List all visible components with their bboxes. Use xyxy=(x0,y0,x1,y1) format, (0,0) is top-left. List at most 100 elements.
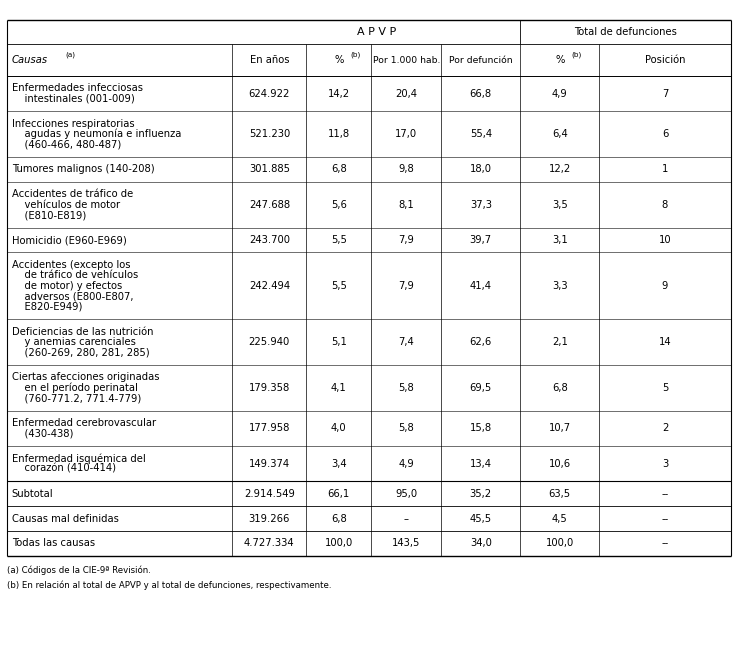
Text: 243.700: 243.700 xyxy=(249,235,290,245)
Text: 521.230: 521.230 xyxy=(249,129,290,139)
Text: agudas y neumonía e influenza: agudas y neumonía e influenza xyxy=(12,129,182,139)
Text: 624.922: 624.922 xyxy=(249,88,290,99)
Text: Enfermedad isquémica del: Enfermedad isquémica del xyxy=(12,453,145,464)
Text: 225.940: 225.940 xyxy=(249,337,290,347)
Text: 4,9: 4,9 xyxy=(552,88,568,99)
Text: (a): (a) xyxy=(65,52,75,58)
Text: Subtotal: Subtotal xyxy=(12,489,53,499)
Text: Causas: Causas xyxy=(12,55,48,65)
Text: 242.494: 242.494 xyxy=(249,281,290,291)
Text: Causas mal definidas: Causas mal definidas xyxy=(12,513,119,524)
Text: --: -- xyxy=(661,538,669,549)
Text: adversos (E800-E807,: adversos (E800-E807, xyxy=(12,291,134,301)
Text: 5,8: 5,8 xyxy=(399,423,414,434)
Text: 37,3: 37,3 xyxy=(470,199,492,210)
Text: 34,0: 34,0 xyxy=(470,538,492,549)
Text: 319.266: 319.266 xyxy=(249,513,290,524)
Text: E820-E949): E820-E949) xyxy=(12,301,82,312)
Text: Enfermedad cerebrovascular: Enfermedad cerebrovascular xyxy=(12,418,156,428)
Text: Total de defunciones: Total de defunciones xyxy=(574,27,677,37)
Text: 10: 10 xyxy=(658,235,672,245)
Text: –: – xyxy=(404,513,409,524)
Text: 17,0: 17,0 xyxy=(396,129,417,139)
Text: --: -- xyxy=(661,513,669,524)
Text: 2,1: 2,1 xyxy=(552,337,568,347)
Text: 143,5: 143,5 xyxy=(392,538,421,549)
Text: 18,0: 18,0 xyxy=(470,164,492,175)
Text: 179.358: 179.358 xyxy=(249,383,290,393)
Text: 69,5: 69,5 xyxy=(469,383,492,393)
Text: 177.958: 177.958 xyxy=(249,423,290,434)
Text: 12,2: 12,2 xyxy=(548,164,571,175)
Text: 6: 6 xyxy=(662,129,668,139)
Text: 39,7: 39,7 xyxy=(470,235,492,245)
Text: 8: 8 xyxy=(662,199,668,210)
Text: (b): (b) xyxy=(572,52,582,58)
Text: En años: En años xyxy=(249,55,289,65)
Text: (430-438): (430-438) xyxy=(12,428,73,439)
Text: 5,5: 5,5 xyxy=(331,281,347,291)
Text: (260-269, 280, 281, 285): (260-269, 280, 281, 285) xyxy=(12,347,149,358)
Text: 9: 9 xyxy=(662,281,668,291)
Text: 4,1: 4,1 xyxy=(331,383,347,393)
Text: 55,4: 55,4 xyxy=(470,129,492,139)
Text: Deficiencias de las nutrición: Deficiencias de las nutrición xyxy=(12,326,154,337)
Text: vehículos de motor: vehículos de motor xyxy=(12,199,120,210)
Text: 63,5: 63,5 xyxy=(549,489,570,499)
Text: 5,1: 5,1 xyxy=(331,337,347,347)
Text: Todas las causas: Todas las causas xyxy=(12,538,95,549)
Text: 301.885: 301.885 xyxy=(249,164,290,175)
Text: 6,4: 6,4 xyxy=(552,129,568,139)
Text: 247.688: 247.688 xyxy=(249,199,290,210)
Text: Posición: Posición xyxy=(645,55,685,65)
Text: 5,5: 5,5 xyxy=(331,235,347,245)
Text: 3,3: 3,3 xyxy=(552,281,568,291)
Text: (b): (b) xyxy=(351,52,361,58)
Text: 10,6: 10,6 xyxy=(549,458,570,469)
Text: 2.914.549: 2.914.549 xyxy=(244,489,294,499)
Text: 4,0: 4,0 xyxy=(331,423,347,434)
Text: 100,0: 100,0 xyxy=(545,538,574,549)
Text: en el período perinatal: en el período perinatal xyxy=(12,383,138,393)
Text: 41,4: 41,4 xyxy=(470,281,492,291)
Text: 1: 1 xyxy=(662,164,668,175)
Text: y anemias carenciales: y anemias carenciales xyxy=(12,337,136,347)
Text: 7,4: 7,4 xyxy=(399,337,414,347)
Text: 7,9: 7,9 xyxy=(399,281,414,291)
Text: --: -- xyxy=(661,489,669,499)
Text: A P V P: A P V P xyxy=(356,27,396,37)
Text: (760-771.2, 771.4-779): (760-771.2, 771.4-779) xyxy=(12,393,141,404)
Text: 13,4: 13,4 xyxy=(470,458,492,469)
Text: Enfermedades infecciosas: Enfermedades infecciosas xyxy=(12,83,143,94)
Text: 15,8: 15,8 xyxy=(470,423,492,434)
Text: 5,8: 5,8 xyxy=(399,383,414,393)
Text: (460-466, 480-487): (460-466, 480-487) xyxy=(12,139,121,150)
Text: de tráfico de vehículos: de tráfico de vehículos xyxy=(12,270,138,281)
Text: 6,8: 6,8 xyxy=(331,513,347,524)
Text: 4.727.334: 4.727.334 xyxy=(244,538,294,549)
Text: (a) Códigos de la CIE-9ª Revisión.: (a) Códigos de la CIE-9ª Revisión. xyxy=(7,566,151,576)
Text: 62,6: 62,6 xyxy=(469,337,492,347)
Text: 14: 14 xyxy=(658,337,672,347)
Text: intestinales (001-009): intestinales (001-009) xyxy=(12,94,134,104)
Text: 3: 3 xyxy=(662,458,668,469)
Text: 14,2: 14,2 xyxy=(328,88,350,99)
Text: 95,0: 95,0 xyxy=(396,489,417,499)
Text: 35,2: 35,2 xyxy=(470,489,492,499)
Text: de motor) y efectos: de motor) y efectos xyxy=(12,281,122,291)
Text: Homicidio (E960-E969): Homicidio (E960-E969) xyxy=(12,235,126,245)
Text: 3,4: 3,4 xyxy=(331,458,347,469)
Text: Por defunción: Por defunción xyxy=(449,56,513,65)
Text: 11,8: 11,8 xyxy=(328,129,350,139)
Text: 7,9: 7,9 xyxy=(399,235,414,245)
Text: 5: 5 xyxy=(662,383,668,393)
Text: 5,6: 5,6 xyxy=(331,199,347,210)
Text: 149.374: 149.374 xyxy=(249,458,290,469)
Text: (b) En relación al total de APVP y al total de defunciones, respectivamente.: (b) En relación al total de APVP y al to… xyxy=(7,580,332,590)
Text: Accidentes de tráfico de: Accidentes de tráfico de xyxy=(12,189,133,199)
Text: 66,1: 66,1 xyxy=(328,489,350,499)
Text: Accidentes (excepto los: Accidentes (excepto los xyxy=(12,260,131,270)
Text: Infecciones respiratorias: Infecciones respiratorias xyxy=(12,118,134,129)
Text: 7: 7 xyxy=(662,88,668,99)
Text: 8,1: 8,1 xyxy=(399,199,414,210)
